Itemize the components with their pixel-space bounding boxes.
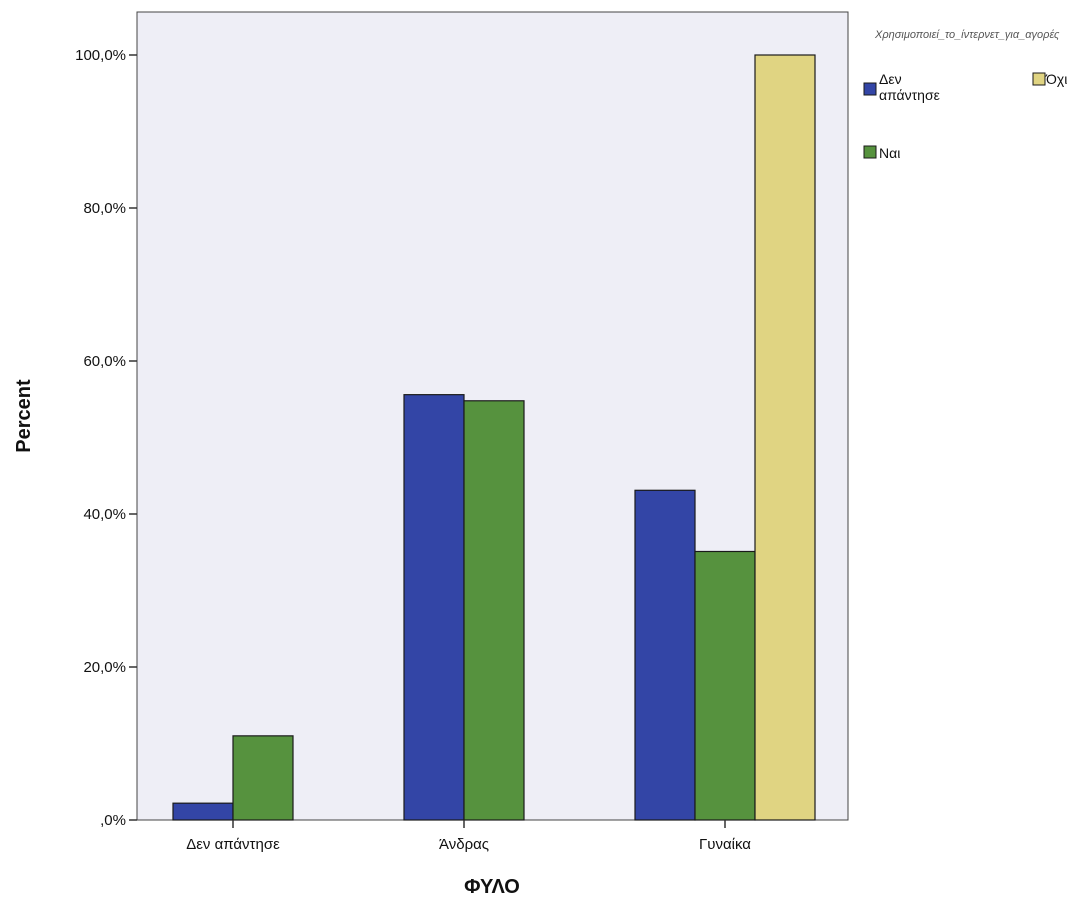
- y-tick-label: 80,0%: [83, 200, 126, 217]
- y-tick-label: 40,0%: [83, 506, 126, 523]
- y-tick-label: ,0%: [100, 812, 126, 829]
- bar: [172, 802, 234, 821]
- bars: [172, 54, 816, 821]
- y-tick-label: 100,0%: [75, 47, 126, 64]
- bar: [232, 735, 294, 821]
- x-axis-title: ΦΥΛΟ: [464, 876, 520, 898]
- y-tick-label: 20,0%: [83, 659, 126, 676]
- x-tick-label: Γυναίκα: [699, 836, 751, 853]
- x-tick-label: Άνδρας: [439, 836, 489, 853]
- legend: Χρησιμοποιεί_το_ίντερνετ_για_αγορές Δεν α…: [863, 29, 1067, 161]
- y-tick-label: 60,0%: [83, 353, 126, 370]
- bar: [694, 550, 756, 821]
- x-axis: Δεν απάντησε Άνδρας Γυναίκα: [186, 820, 751, 853]
- bar: [634, 489, 696, 821]
- legend-title: Χρησιμοποιεί_το_ίντερνετ_για_αγορές: [874, 29, 1060, 41]
- legend-label: Ναι: [879, 145, 900, 161]
- legend-swatch: [1032, 72, 1046, 86]
- y-axis: ,0% 20,0% 40,0% 60,0% 80,0% 100,0%: [75, 47, 137, 829]
- legend-label: Όχι: [1045, 71, 1067, 87]
- y-axis-title: Percent: [13, 379, 35, 453]
- bar: [463, 400, 525, 821]
- bar: [403, 394, 465, 821]
- bar: [754, 54, 816, 821]
- legend-label-line: απάντησε: [879, 87, 940, 103]
- x-tick-label: Δεν απάντησε: [186, 836, 280, 853]
- legend-swatch: [863, 82, 877, 96]
- legend-label-line: Δεν: [879, 71, 902, 87]
- legend-label: Δεν απάντησε: [879, 71, 940, 103]
- legend-swatch: [863, 145, 877, 159]
